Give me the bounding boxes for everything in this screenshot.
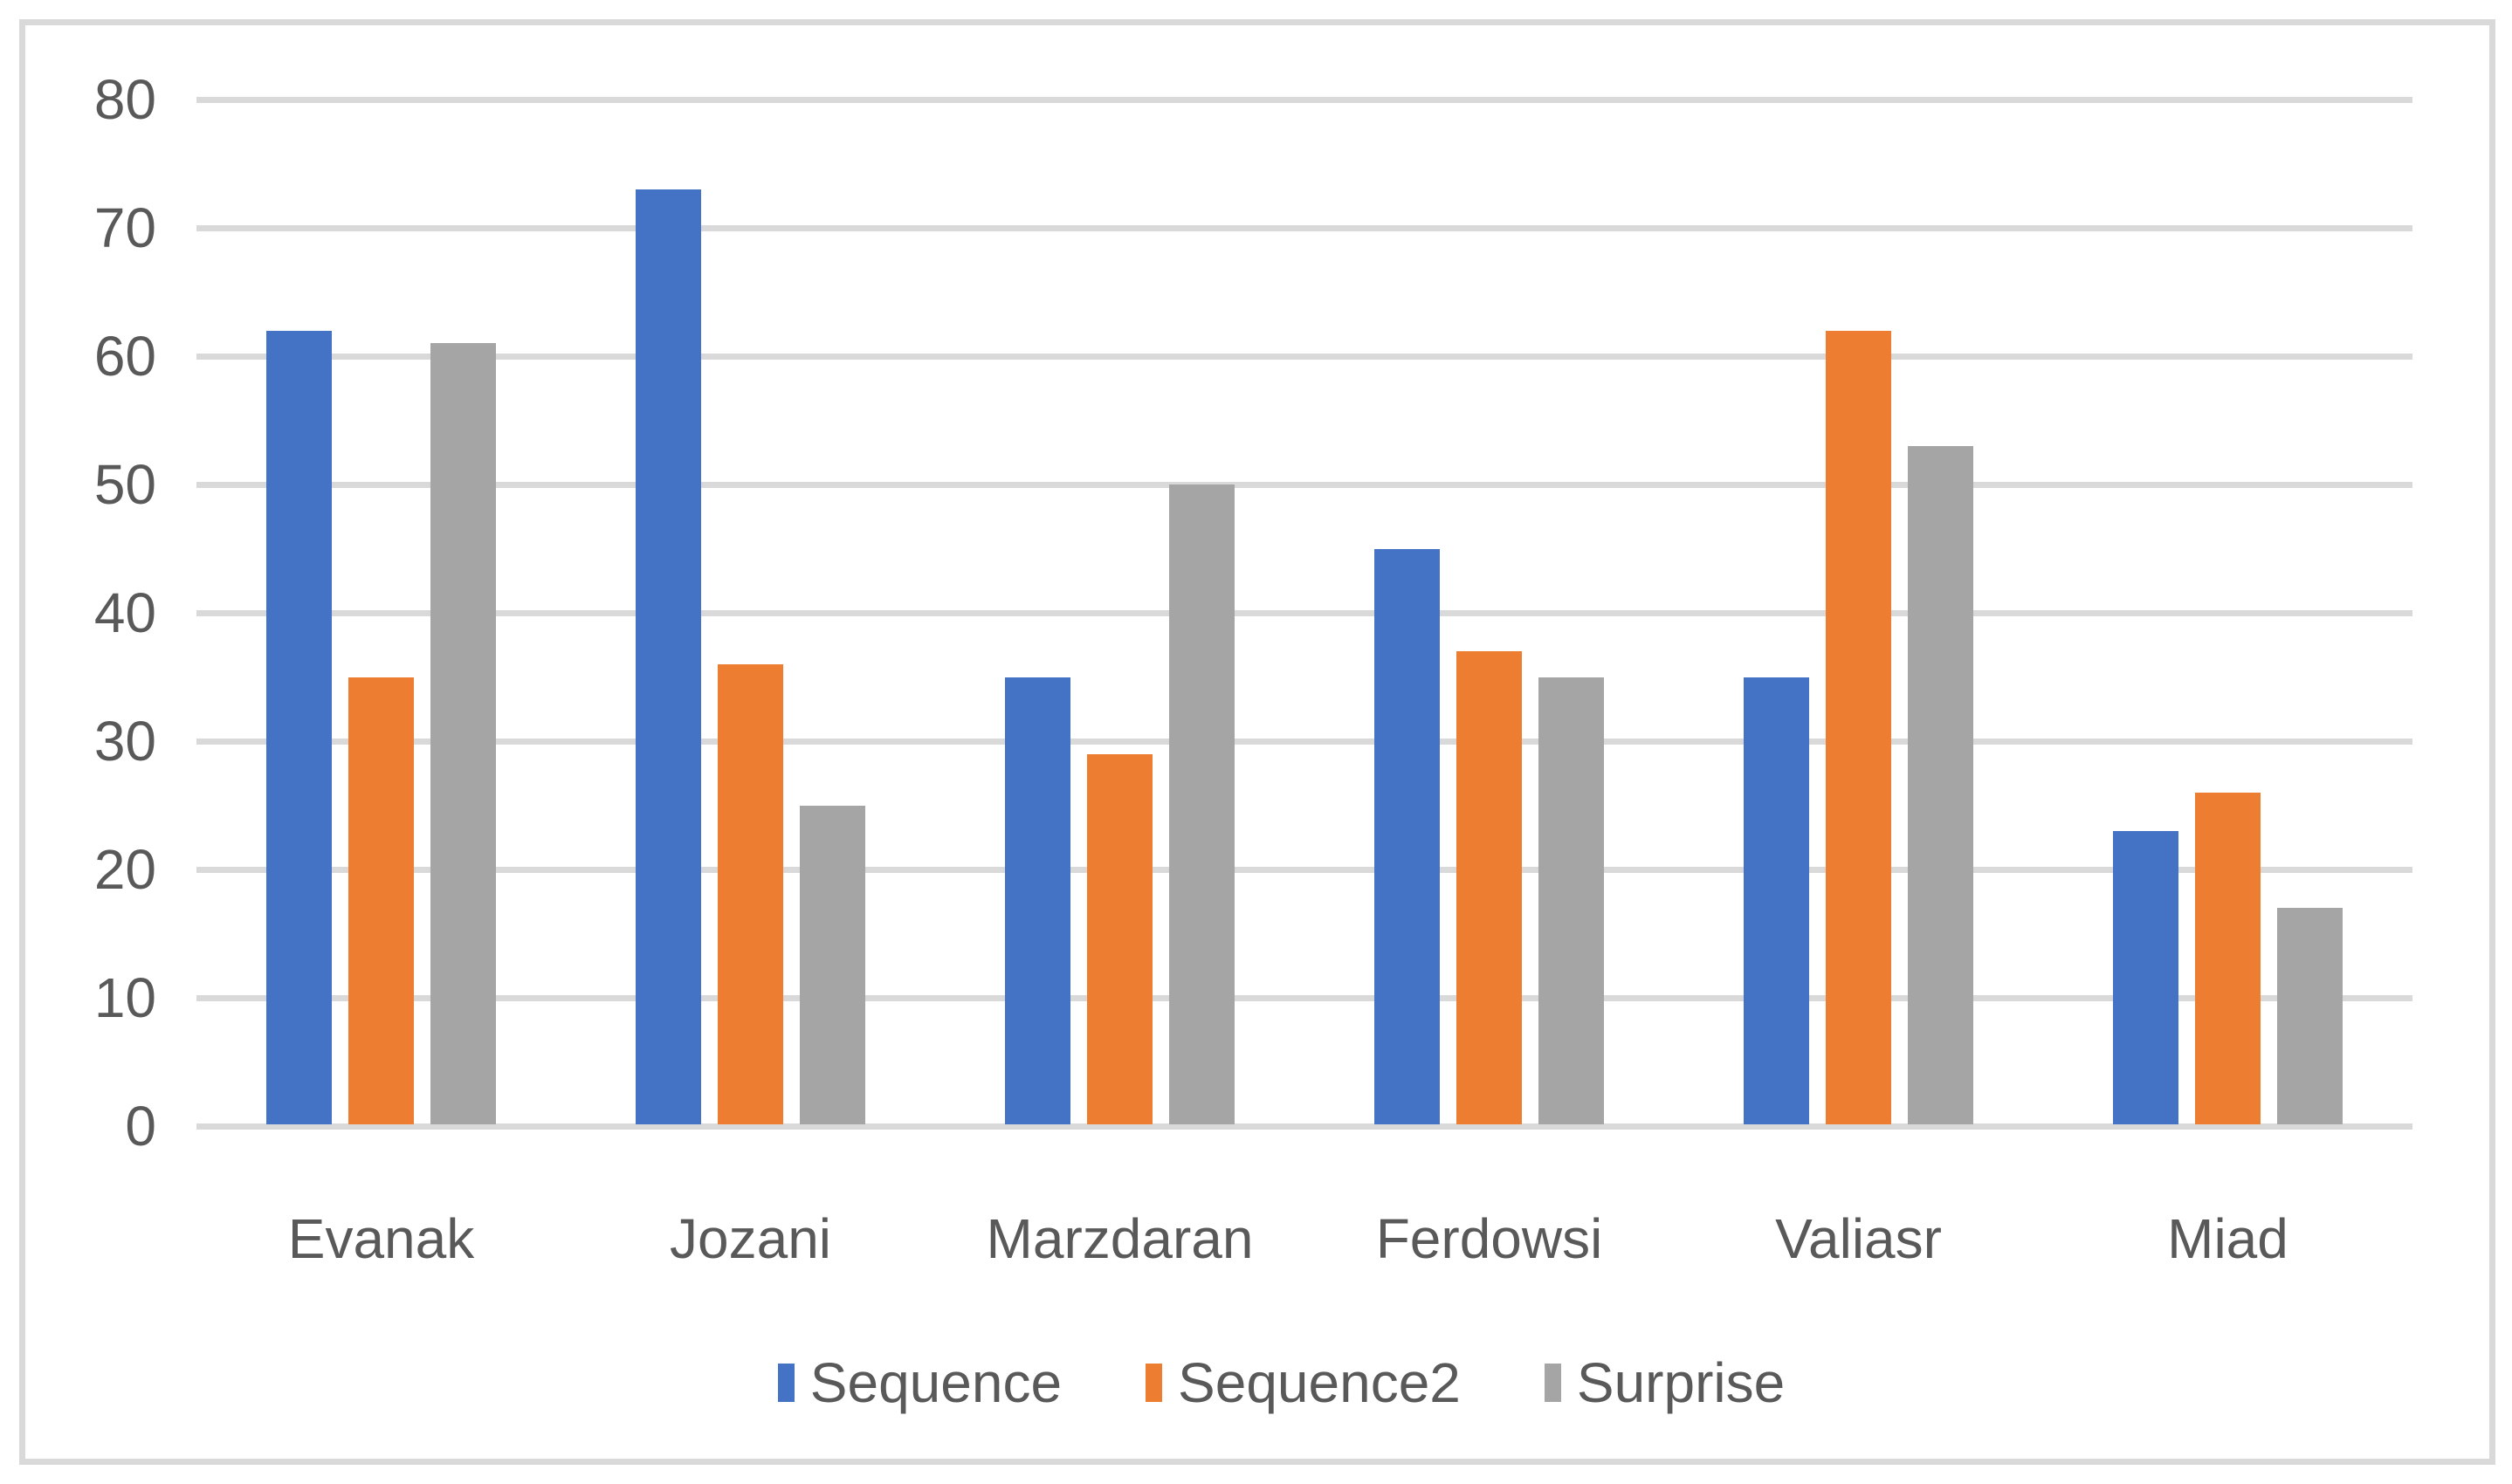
gridline-70 [196, 225, 2412, 231]
y-axis-tick-label-80: 80 [93, 68, 156, 131]
chart-frame: Sequence Sequence2 Surprise 0 10 20 30 40 50 6… [19, 19, 2495, 1465]
bar-sequence2-ferdowsi [1456, 651, 1522, 1124]
gridline-80 [196, 97, 2412, 103]
bar-sequence2-valiasr [1826, 330, 1891, 1124]
legend-item-sequence: Sequence [777, 1351, 1063, 1414]
x-axis-label-jozani: Jozani [670, 1207, 831, 1270]
bar-sequence2-jozani [718, 663, 783, 1124]
bar-sequence-valiasr [1744, 677, 1809, 1124]
gridline-30 [196, 739, 2412, 745]
bar-surprise-jozani [800, 805, 865, 1124]
legend-item-sequence2: Sequence2 [1146, 1351, 1461, 1414]
x-axis-label-miad: Miad [2167, 1207, 2288, 1270]
bar-surprise-evanak [430, 343, 496, 1124]
gridline-10 [196, 995, 2412, 1001]
legend-label-sequence2: Sequence2 [1178, 1351, 1461, 1414]
x-axis-label-ferdowsi: Ferdowsi [1375, 1207, 1603, 1270]
legend: Sequence Sequence2 Surprise [25, 1351, 2512, 1414]
x-axis-label-evanak: Evanak [287, 1207, 475, 1270]
bar-sequence-jozani [636, 189, 701, 1124]
legend-marker-sequence2-icon [1146, 1364, 1163, 1402]
legend-label-sequence: Sequence [809, 1351, 1063, 1414]
bar-sequence-miad [2113, 830, 2178, 1124]
bar-surprise-marzdaran [1169, 484, 1235, 1124]
bar-sequence2-marzdaran [1087, 753, 1153, 1124]
gridline-0 [196, 1123, 2412, 1130]
legend-label-surprise: Surprise [1576, 1351, 1786, 1414]
bar-sequence-evanak [266, 330, 332, 1124]
x-axis-label-valiasr: Valiasr [1775, 1207, 1942, 1270]
bar-sequence2-miad [2195, 792, 2261, 1124]
gridline-40 [196, 610, 2412, 616]
legend-marker-sequence-icon [777, 1364, 795, 1402]
y-axis-tick-label-20: 20 [93, 838, 156, 901]
bar-sequence-ferdowsi [1374, 548, 1440, 1124]
y-axis-tick-label-10: 10 [93, 966, 156, 1029]
y-axis-tick-label-40: 40 [93, 581, 156, 644]
legend-marker-surprise-icon [1544, 1364, 1561, 1402]
bar-sequence2-evanak [348, 677, 414, 1124]
y-axis-tick-label-70: 70 [93, 196, 156, 259]
bar-sequence-marzdaran [1005, 677, 1070, 1124]
bar-surprise-ferdowsi [1538, 677, 1604, 1124]
y-axis-tick-label-60: 60 [93, 325, 156, 388]
bar-surprise-miad [2277, 908, 2343, 1124]
gridline-20 [196, 867, 2412, 873]
y-axis-tick-label-0: 0 [125, 1095, 156, 1158]
bar-surprise-valiasr [1908, 445, 1973, 1124]
gridline-50 [196, 482, 2412, 488]
x-axis-label-marzdaran: Marzdaran [986, 1207, 1254, 1270]
y-axis-tick-label-30: 30 [93, 710, 156, 773]
gridline-60 [196, 354, 2412, 360]
legend-item-surprise: Surprise [1544, 1351, 1786, 1414]
y-axis-tick-label-50: 50 [93, 453, 156, 516]
